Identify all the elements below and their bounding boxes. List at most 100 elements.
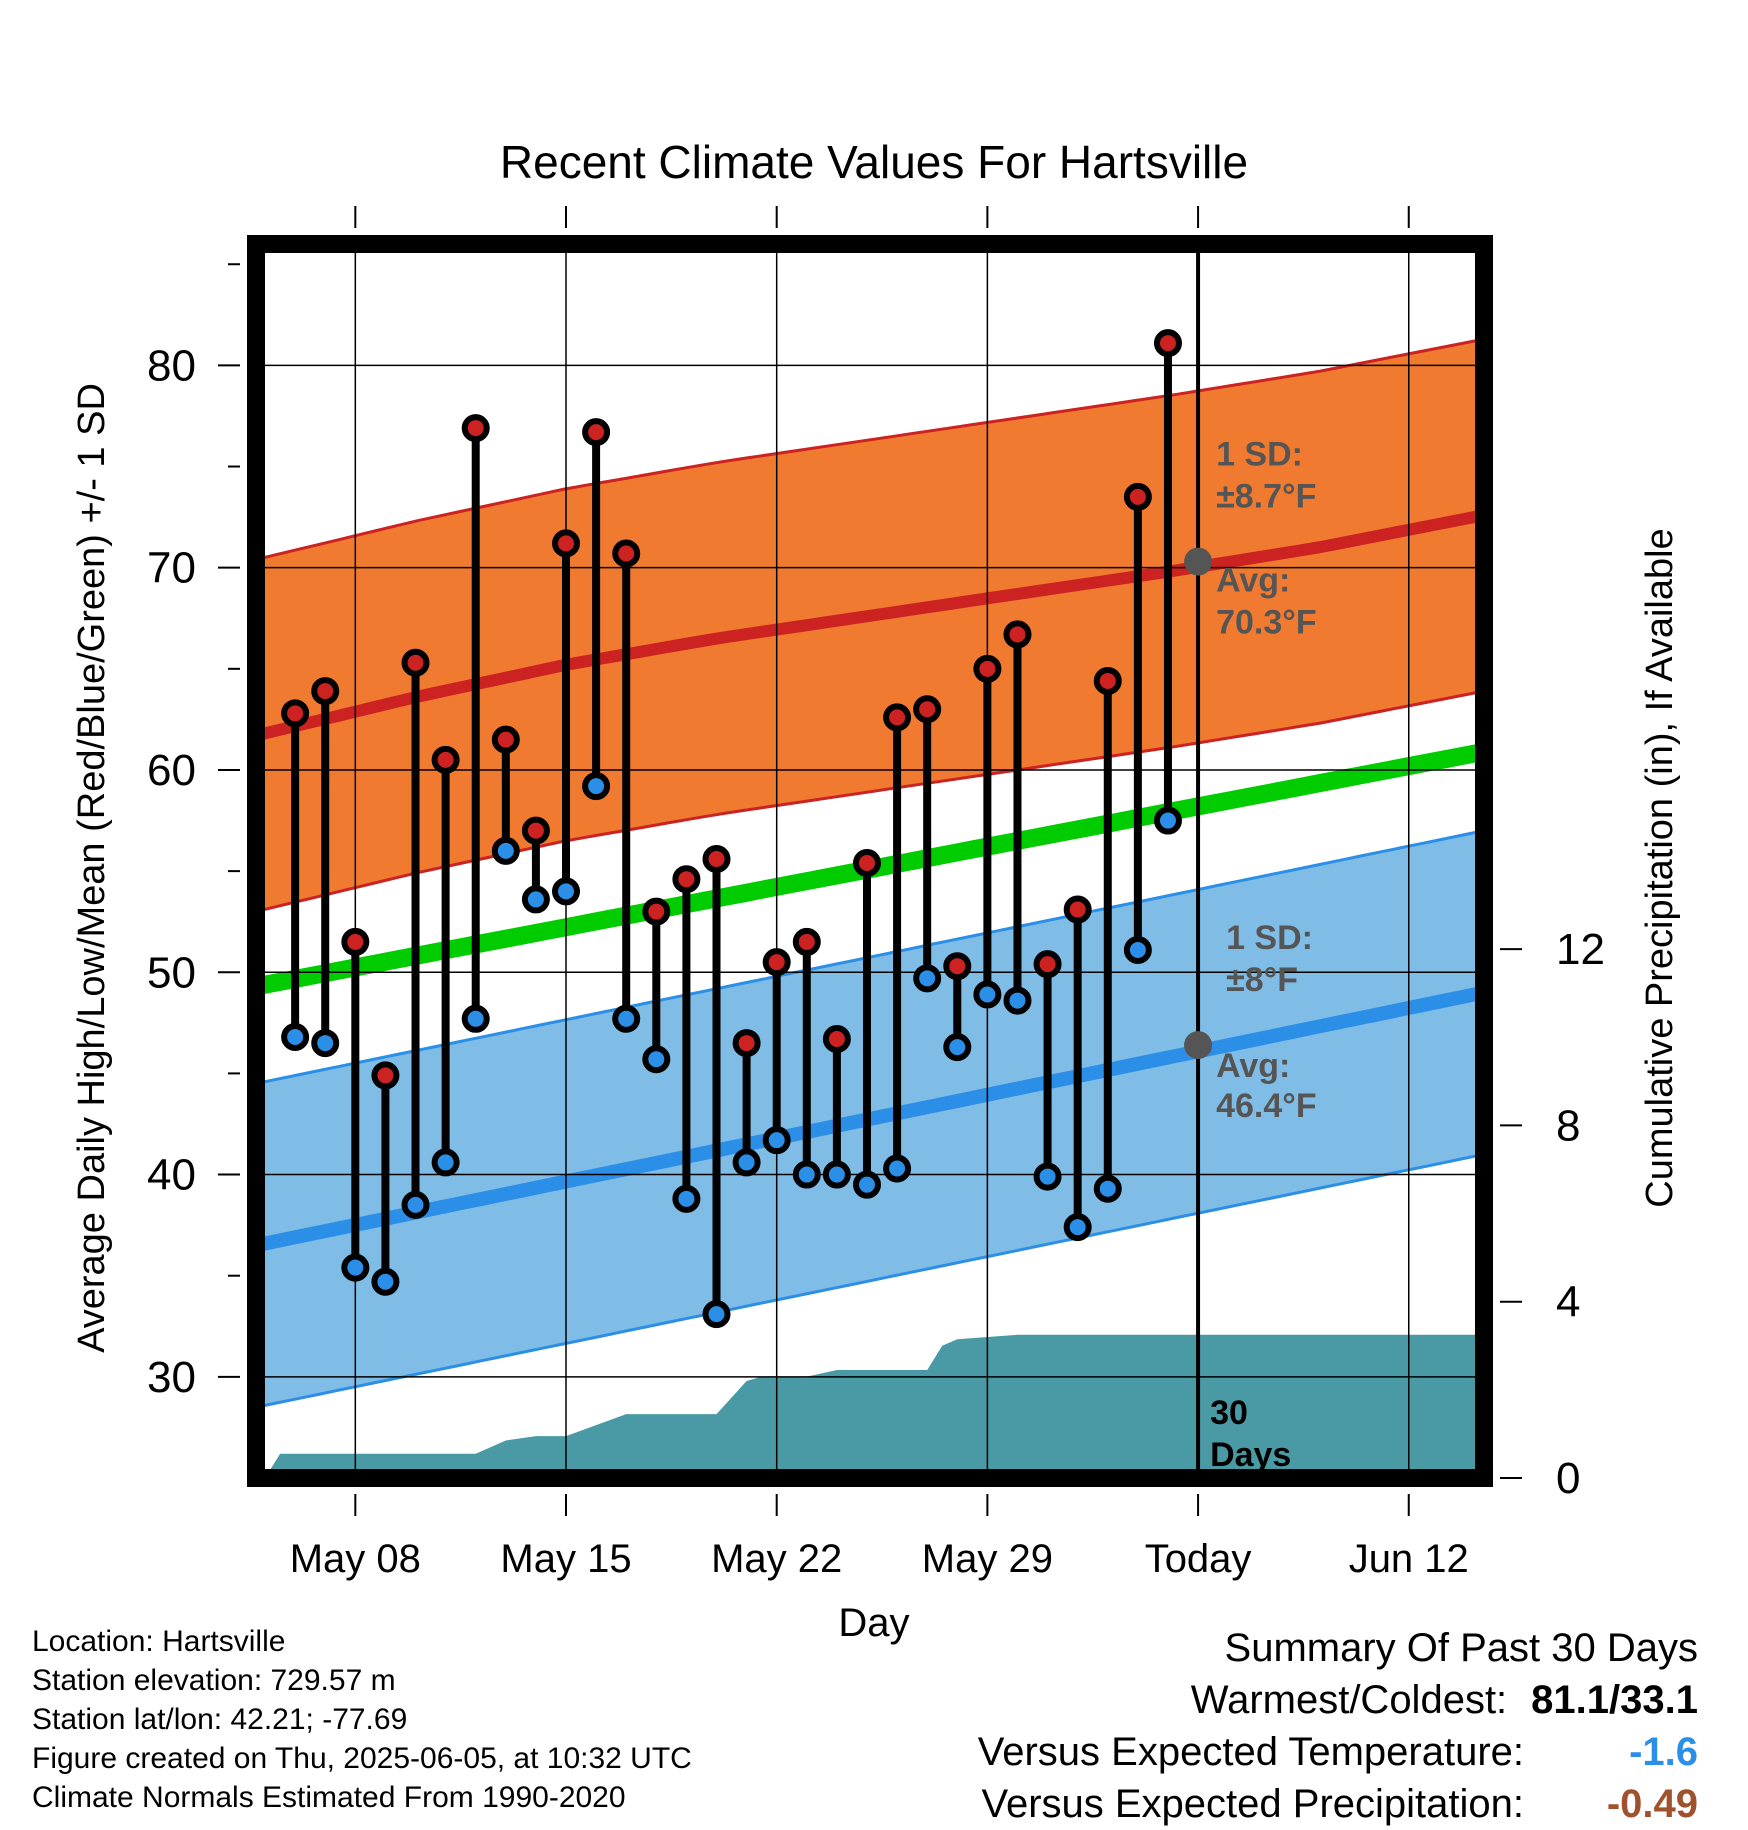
daily-low-point — [612, 1004, 641, 1033]
plot-frame — [247, 235, 1493, 1487]
daily-high-point — [883, 703, 912, 732]
x-tick-label: May 08 — [290, 1537, 421, 1581]
daily-low-point — [1003, 986, 1032, 1015]
low-avg-value: 46.4°F — [1216, 1087, 1317, 1125]
daily-low-point — [281, 1022, 310, 1051]
summary-title: Summary Of Past 30 Days — [1224, 1626, 1698, 1670]
warm-cold-label: Warmest/Coldest: — [1190, 1678, 1508, 1722]
warm-cold-row: Warmest/Coldest: 81.1/33.1 — [978, 1674, 1698, 1726]
daily-low-point — [371, 1267, 400, 1296]
precip-area — [265, 1334, 1484, 1478]
daily-high-point — [1153, 329, 1182, 358]
temp-anomaly-label: Versus Expected Temperature: — [977, 1730, 1524, 1774]
daily-high-point — [401, 648, 430, 677]
daily-low-point — [792, 1160, 821, 1189]
daily-high-point — [943, 952, 972, 981]
chart-title: Recent Climate Values For Hartsville — [500, 136, 1248, 188]
daily-high-point — [852, 849, 881, 878]
y-tick-label: 30 — [147, 1353, 196, 1402]
daily-high-point — [491, 725, 520, 754]
daily-high-point — [311, 677, 340, 706]
y-tick-label: 80 — [147, 341, 196, 390]
high-sd-value: ±8.7°F — [1216, 478, 1316, 516]
high-avg-label: Avg: — [1216, 562, 1290, 600]
daily-high-point — [792, 927, 821, 956]
station-info: Location: Hartsville Station elevation: … — [32, 1622, 692, 1817]
daily-low-point — [341, 1253, 370, 1282]
daily-high-point — [521, 816, 550, 845]
normal-high-line — [256, 509, 1484, 742]
daily-low-point — [552, 877, 581, 906]
daily-low-point — [762, 1126, 791, 1155]
low-avg-label: Avg: — [1216, 1047, 1290, 1085]
latlon-text: Station lat/lon: 42.21; -77.69 — [32, 1703, 408, 1736]
daily-high-point — [582, 418, 611, 447]
elevation-text: Station elevation: 729.57 m — [32, 1664, 396, 1697]
daily-low-point — [1033, 1162, 1062, 1191]
daily-high-point — [762, 948, 791, 977]
daily-high-point — [371, 1061, 400, 1090]
y2-tick-label: 4 — [1556, 1278, 1580, 1327]
daily-high-point — [552, 529, 581, 558]
low-sd-label: 1 SD: — [1226, 919, 1313, 957]
daily-low-point — [1063, 1213, 1092, 1242]
daily-high-point — [732, 1029, 761, 1058]
temp-anomaly-row: Versus Expected Temperature: -1.6 — [978, 1726, 1698, 1778]
daily-low-point — [582, 772, 611, 801]
x-tick-label: May 22 — [711, 1537, 842, 1581]
daily-low-point — [642, 1045, 671, 1074]
daily-high-point — [431, 745, 460, 774]
summary-panel: Summary Of Past 30 Days Warmest/Coldest:… — [978, 1622, 1698, 1830]
daily-high-point — [1063, 895, 1092, 924]
daily-high-point — [461, 414, 490, 443]
daily-high-point — [1123, 482, 1152, 511]
daily-low-point — [431, 1148, 460, 1177]
high-sd-label: 1 SD: — [1216, 436, 1303, 474]
daily-high-point — [1033, 950, 1062, 979]
daily-high-point — [973, 654, 1002, 683]
y2-tick-label: 0 — [1556, 1454, 1580, 1503]
daily-low-point — [1153, 806, 1182, 835]
daily-low-point — [943, 1033, 972, 1062]
daily-high-point — [913, 695, 942, 724]
daily-low-point — [491, 836, 520, 865]
daily-low-point — [852, 1170, 881, 1199]
daily-high-point — [612, 539, 641, 568]
daily-high-point — [672, 865, 701, 894]
y-tick-label: 40 — [147, 1151, 196, 1200]
y-axis-label: Average Daily High/Low/Mean (Red/Blue/Gr… — [71, 383, 113, 1353]
daily-high-point — [702, 844, 731, 873]
normals-text: Climate Normals Estimated From 1990-2020 — [32, 1781, 626, 1814]
precip-anomaly-label: Versus Expected Precipitation: — [981, 1782, 1524, 1826]
x-tick-label: May 29 — [922, 1537, 1053, 1581]
daily-low-point — [521, 885, 550, 914]
daily-low-point — [973, 980, 1002, 1009]
days-count-label: 30 — [1210, 1394, 1248, 1432]
daily-high-point — [341, 927, 370, 956]
x-tick-label: Jun 12 — [1349, 1537, 1469, 1581]
warm-cold-value: 81.1/33.1 — [1531, 1678, 1698, 1722]
created-text: Figure created on Thu, 2025-06-05, at 10… — [32, 1742, 692, 1775]
x-axis-label: Day — [838, 1601, 909, 1645]
x-tick-label: Today — [1145, 1537, 1252, 1581]
daily-high-point — [822, 1025, 851, 1054]
daily-high-point — [281, 699, 310, 728]
daily-high-point — [1003, 620, 1032, 649]
daily-high-point — [1093, 666, 1122, 695]
high-avg-marker — [1184, 547, 1213, 576]
low-sd-value: ±8°F — [1226, 961, 1298, 999]
daily-low-point — [311, 1029, 340, 1058]
daily-low-point — [702, 1300, 731, 1329]
daily-low-point — [461, 1004, 490, 1033]
high-avg-value: 70.3°F — [1216, 604, 1317, 642]
y2-tick-label: 8 — [1556, 1101, 1580, 1150]
low-avg-marker — [1184, 1031, 1213, 1060]
daily-low-point — [913, 964, 942, 993]
x-tick-label: May 15 — [500, 1537, 631, 1581]
daily-low-point — [822, 1160, 851, 1189]
location-text: Location: Hartsville — [32, 1625, 286, 1658]
days-unit-label: Days — [1210, 1436, 1291, 1474]
y-tick-label: 50 — [147, 948, 196, 997]
